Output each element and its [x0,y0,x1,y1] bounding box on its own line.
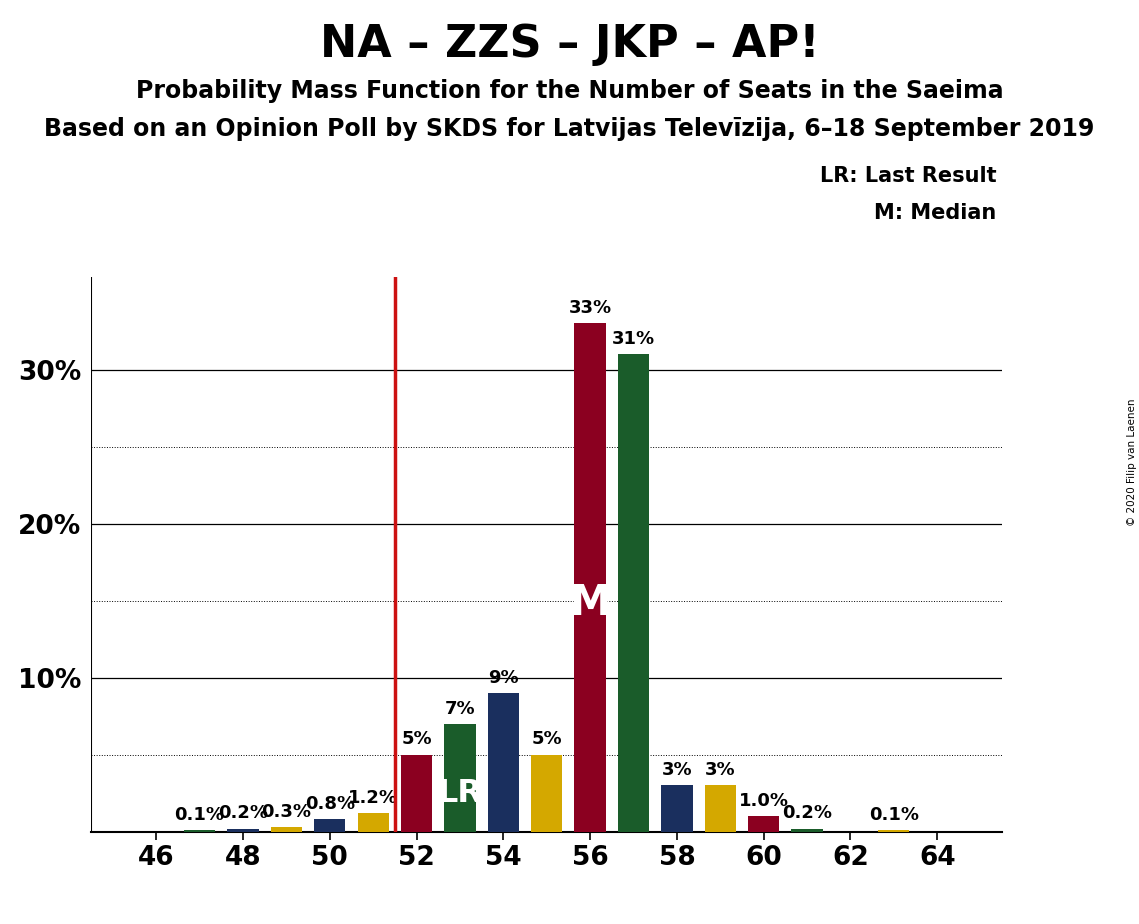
Bar [228,829,259,832]
Text: 3%: 3% [705,761,736,779]
Bar [185,830,215,832]
Bar [748,816,779,832]
Bar [617,354,649,832]
Text: LR: Last Result: LR: Last Result [820,166,997,187]
Bar [271,827,302,832]
Text: © 2020 Filip van Laenen: © 2020 Filip van Laenen [1126,398,1137,526]
Bar [531,755,563,832]
Text: 33%: 33% [568,299,612,317]
Text: M: Median: M: Median [875,203,997,224]
Text: NA – ZZS – JKP – AP!: NA – ZZS – JKP – AP! [320,23,819,67]
Text: 0.8%: 0.8% [305,796,355,813]
Text: LR: LR [437,778,483,809]
Text: 1.2%: 1.2% [349,789,399,807]
Text: 31%: 31% [612,330,655,348]
Text: 9%: 9% [487,669,518,687]
Bar [574,323,606,832]
Bar [487,693,519,832]
Text: 0.3%: 0.3% [261,803,311,821]
Bar [314,820,345,832]
Text: Based on an Opinion Poll by SKDS for Latvijas Televīzija, 6–18 September 2019: Based on an Opinion Poll by SKDS for Lat… [44,117,1095,141]
Text: 5%: 5% [401,731,432,748]
Bar [358,813,388,832]
Bar [662,785,693,832]
Text: M: M [570,582,611,624]
Text: 0.2%: 0.2% [218,805,268,822]
Bar [444,723,476,832]
Text: 5%: 5% [532,731,562,748]
Bar [878,830,909,832]
Text: 1.0%: 1.0% [739,792,788,810]
Text: 0.1%: 0.1% [174,806,224,824]
Text: 7%: 7% [444,699,475,718]
Text: Probability Mass Function for the Number of Seats in the Saeima: Probability Mass Function for the Number… [136,79,1003,103]
Text: 3%: 3% [662,761,693,779]
Text: 0.2%: 0.2% [782,805,833,822]
Bar [401,755,432,832]
Bar [705,785,736,832]
Bar [792,829,822,832]
Text: 0.1%: 0.1% [869,806,919,824]
